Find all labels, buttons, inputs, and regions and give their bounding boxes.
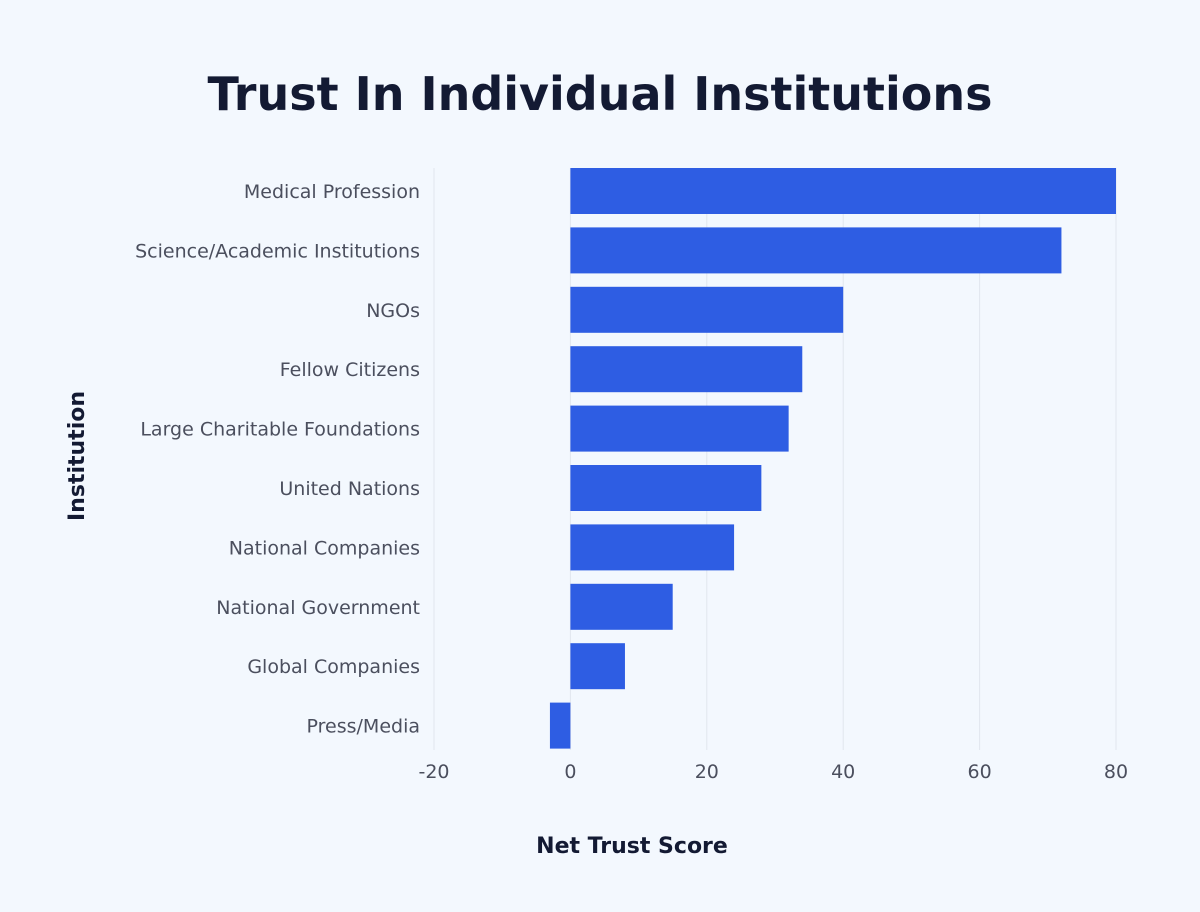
bar — [570, 168, 1116, 214]
bar — [570, 405, 789, 452]
bar — [570, 643, 625, 690]
bar — [570, 286, 844, 333]
category-label: Medical Profession — [244, 181, 420, 203]
category-label: United Nations — [279, 478, 420, 500]
category-label: National Companies — [229, 537, 420, 559]
x-tick-label: 0 — [564, 761, 576, 783]
y-axis-title: Institution — [65, 391, 90, 521]
category-label: National Government — [216, 597, 420, 619]
x-tick-label: 80 — [1104, 761, 1128, 783]
x-tick-label: -20 — [418, 761, 449, 783]
category-label: Fellow Citizens — [280, 359, 420, 381]
category-label: NGOs — [366, 300, 420, 322]
x-tick-label: 20 — [695, 761, 719, 783]
category-label: Global Companies — [247, 656, 420, 678]
category-label: Large Charitable Foundations — [140, 419, 420, 441]
category-label: Press/Media — [307, 716, 420, 738]
bar — [570, 583, 673, 630]
bars — [549, 168, 1116, 749]
x-tick-labels: -20 0 20 40 60 80 — [418, 761, 1128, 783]
bar — [570, 524, 735, 571]
x-tick-label: 40 — [831, 761, 855, 783]
category-label: Science/Academic Institutions — [135, 240, 420, 262]
x-axis-title: Net Trust Score — [536, 834, 728, 859]
chart-title: Trust In Individual Institutions — [207, 67, 992, 121]
bar — [549, 702, 571, 749]
bar — [570, 465, 762, 511]
category-labels: Medical Profession Science/Academic Insti… — [135, 181, 420, 738]
bar — [570, 227, 1062, 274]
bar — [570, 346, 803, 393]
x-tick-label: 60 — [968, 761, 992, 783]
